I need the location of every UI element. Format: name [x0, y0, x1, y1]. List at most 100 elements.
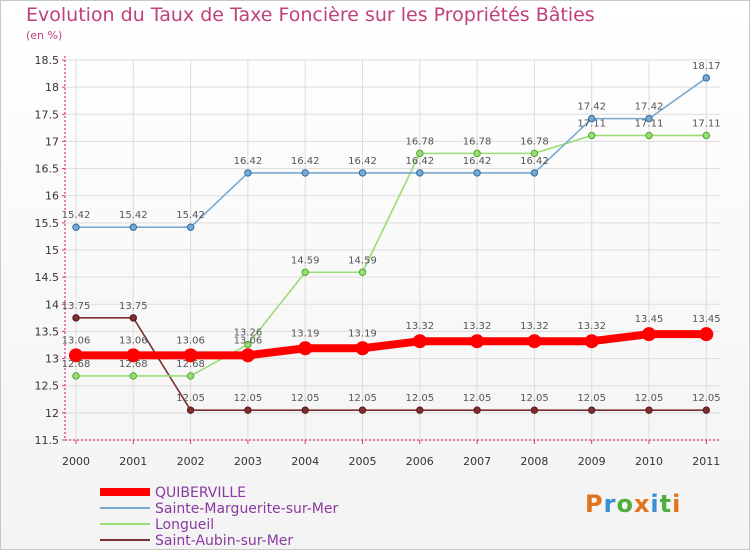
data-point-0	[240, 348, 255, 363]
data-point-3	[473, 406, 481, 414]
data-point-3	[358, 406, 367, 414]
proxiti-logo: Proxiti	[585, 490, 681, 518]
data-label-2: 16.78	[463, 136, 492, 147]
data-label-3: 12.05	[176, 393, 205, 404]
logo-letter: o	[616, 490, 634, 518]
data-point-3	[244, 406, 252, 414]
data-point-1	[702, 74, 710, 82]
y-tick-label: 13	[45, 353, 59, 366]
chart-subtitle: (en %)	[26, 29, 63, 42]
legend-label: Sainte-Marguerite-sur-Mer	[155, 501, 338, 517]
data-label-0: 13.06	[176, 335, 205, 346]
data-label-2: 17.11	[635, 118, 664, 129]
x-tick-label: 2006	[406, 455, 434, 468]
logo-letter: t	[659, 490, 673, 518]
legend-label: Saint-Aubin-sur-Mer	[155, 533, 293, 549]
data-label-1: 16.42	[520, 156, 549, 167]
data-label-3: 13.75	[119, 301, 148, 312]
y-tick-label: 14.5	[35, 271, 60, 284]
data-point-1	[244, 169, 252, 177]
x-tick-label: 2000	[62, 455, 90, 468]
data-label-0: 13.32	[405, 321, 434, 332]
data-label-2: 14.59	[348, 255, 377, 266]
y-tick-label: 16.5	[35, 163, 60, 176]
data-label-3: 12.05	[348, 393, 377, 404]
data-point-2	[530, 149, 539, 158]
data-point-3	[530, 406, 539, 414]
x-tick-label: 2004	[291, 455, 319, 468]
y-tick-label: 18.5	[35, 54, 60, 67]
data-point-0	[126, 348, 141, 363]
data-label-2: 16.78	[520, 136, 549, 147]
data-label-1: 16.42	[463, 156, 492, 167]
data-point-1	[301, 169, 309, 177]
data-label-1: 15.42	[119, 210, 148, 221]
data-label-3: 12.05	[291, 393, 320, 404]
y-tick-label: 14	[45, 298, 59, 311]
chart-title: Evolution du Taux de Taxe Foncière sur l…	[26, 4, 595, 26]
data-point-0	[412, 334, 427, 349]
data-label-1: 15.42	[62, 210, 91, 221]
data-point-0	[642, 327, 656, 342]
data-label-0: 13.32	[520, 321, 549, 332]
series-line-2	[76, 134, 707, 377]
data-label-1: 17.42	[635, 102, 664, 113]
data-label-0: 13.45	[635, 314, 664, 325]
data-label-0: 13.19	[291, 328, 320, 339]
data-point-2	[416, 149, 424, 158]
data-point-2	[129, 372, 138, 380]
y-tick-label: 15.5	[35, 217, 60, 230]
data-point-2	[473, 149, 481, 158]
logo-letter: r	[603, 490, 617, 518]
data-point-2	[72, 372, 80, 380]
data-label-1: 17.42	[577, 102, 606, 113]
data-label-2: 13.26	[234, 327, 263, 338]
data-label-1: 16.42	[234, 156, 263, 167]
data-label-0: 13.06	[119, 335, 148, 346]
data-point-1	[530, 169, 539, 177]
data-point-3	[301, 406, 309, 414]
data-point-3	[416, 406, 424, 414]
axes: 11.5 12 12.5 13 13.5 14 14.5 15 15.5 16 16.5 17 17.5…	[35, 54, 721, 468]
data-point-3	[129, 314, 138, 322]
x-tick-label: 2011	[692, 455, 720, 468]
y-tick-label: 16	[45, 190, 59, 203]
data-label-3: 12.05	[577, 393, 606, 404]
data-label-0: 13.19	[348, 328, 377, 339]
x-tick-label: 2005	[349, 455, 377, 468]
x-tick-label: 2008	[520, 455, 548, 468]
data-label-3: 12.05	[463, 393, 492, 404]
data-point-2	[702, 131, 710, 140]
data-point-0	[527, 334, 542, 349]
y-tick-label: 17	[45, 135, 59, 148]
data-point-3	[645, 406, 653, 414]
series-layer	[69, 74, 714, 414]
data-point-3	[702, 406, 710, 414]
data-point-1	[416, 169, 424, 177]
data-label-1: 16.42	[291, 156, 320, 167]
data-label-2: 14.59	[291, 255, 320, 266]
data-label-2: 12.68	[119, 359, 148, 370]
data-point-0	[69, 348, 83, 363]
data-point-2	[244, 340, 252, 349]
series-line-3	[76, 317, 707, 411]
data-labels: 13.06 13.06 13.06 13.06 13.19 13.19 13.32 13.32…	[62, 61, 721, 404]
data-point-3	[72, 314, 80, 322]
data-point-0	[355, 341, 370, 356]
data-label-3: 12.05	[692, 393, 721, 404]
x-tick-label: 2002	[177, 455, 205, 468]
data-point-0	[699, 327, 714, 342]
data-point-3	[588, 406, 596, 414]
data-label-0: 13.06	[62, 335, 91, 346]
data-point-2	[588, 131, 596, 140]
data-label-3: 12.05	[234, 393, 263, 404]
data-label-1: 16.42	[405, 156, 434, 167]
y-tick-label: 12	[45, 407, 59, 420]
x-tick-label: 2001	[119, 455, 147, 468]
data-label-2: 17.11	[692, 118, 721, 129]
y-tick-label: 17.5	[35, 108, 60, 121]
data-point-1	[473, 169, 481, 177]
data-label-3: 12.05	[405, 393, 434, 404]
